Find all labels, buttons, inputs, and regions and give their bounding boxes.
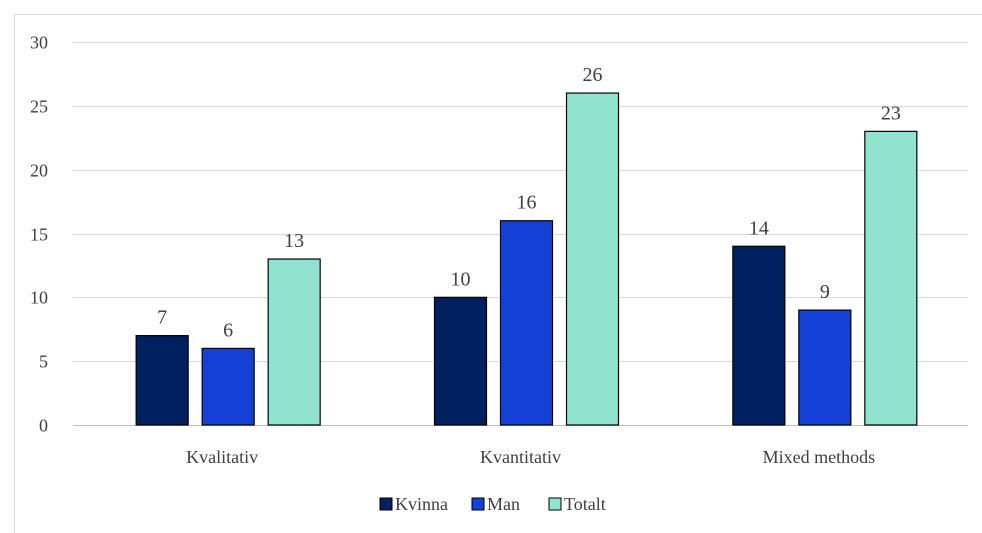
legend-label: Man (487, 494, 520, 514)
bar-kvinna-kvalitativ (135, 335, 189, 426)
x-axis-categories: Kvalitativ Kvantitativ Mixed methods (186, 447, 875, 467)
data-label: 9 (820, 281, 830, 303)
bar-kvinna-mixed-methods (732, 245, 786, 426)
bar-totalt-mixed-methods (864, 130, 918, 426)
data-labels: 7 6 13 10 16 26 14 9 23 (157, 64, 901, 341)
bar-kvinna-kvantitativ (433, 296, 488, 426)
data-label: 13 (284, 230, 304, 252)
data-label: 23 (881, 102, 901, 124)
data-label: 14 (749, 217, 769, 239)
y-tick-label: 15 (30, 225, 48, 245)
y-tick-label: 20 (30, 161, 48, 181)
x-category-label: Kvantitativ (480, 447, 561, 467)
bar-man-kvantitativ (499, 220, 554, 426)
x-category-label: Kvalitativ (186, 447, 258, 467)
legend-swatch (379, 497, 393, 511)
y-tick-label: 25 (30, 97, 48, 117)
legend-label: Totalt (564, 494, 606, 514)
y-tick-label: 5 (39, 352, 48, 372)
legend-swatch (471, 497, 485, 511)
y-tick-label: 10 (30, 288, 48, 308)
data-label: 10 (451, 268, 471, 290)
bar-totalt-kvantitativ (565, 92, 620, 426)
x-category-label: Mixed methods (763, 447, 876, 467)
y-tick-label: 0 (39, 416, 48, 436)
bar-man-kvalitativ (201, 347, 255, 426)
y-axis-ticks: 0 5 10 15 20 25 30 (30, 33, 48, 436)
data-label: 6 (223, 319, 233, 341)
legend-label: Kvinna (395, 494, 448, 514)
data-label: 16 (517, 192, 537, 214)
y-tick-label: 30 (30, 33, 48, 53)
legend: Kvinna Man Totalt (379, 494, 606, 514)
data-label: 7 (157, 307, 167, 329)
legend-swatch (548, 497, 562, 511)
bar-totalt-kvalitativ (267, 258, 321, 426)
bar-man-mixed-methods (798, 309, 852, 426)
bars (135, 92, 918, 426)
data-label: 26 (583, 64, 603, 86)
